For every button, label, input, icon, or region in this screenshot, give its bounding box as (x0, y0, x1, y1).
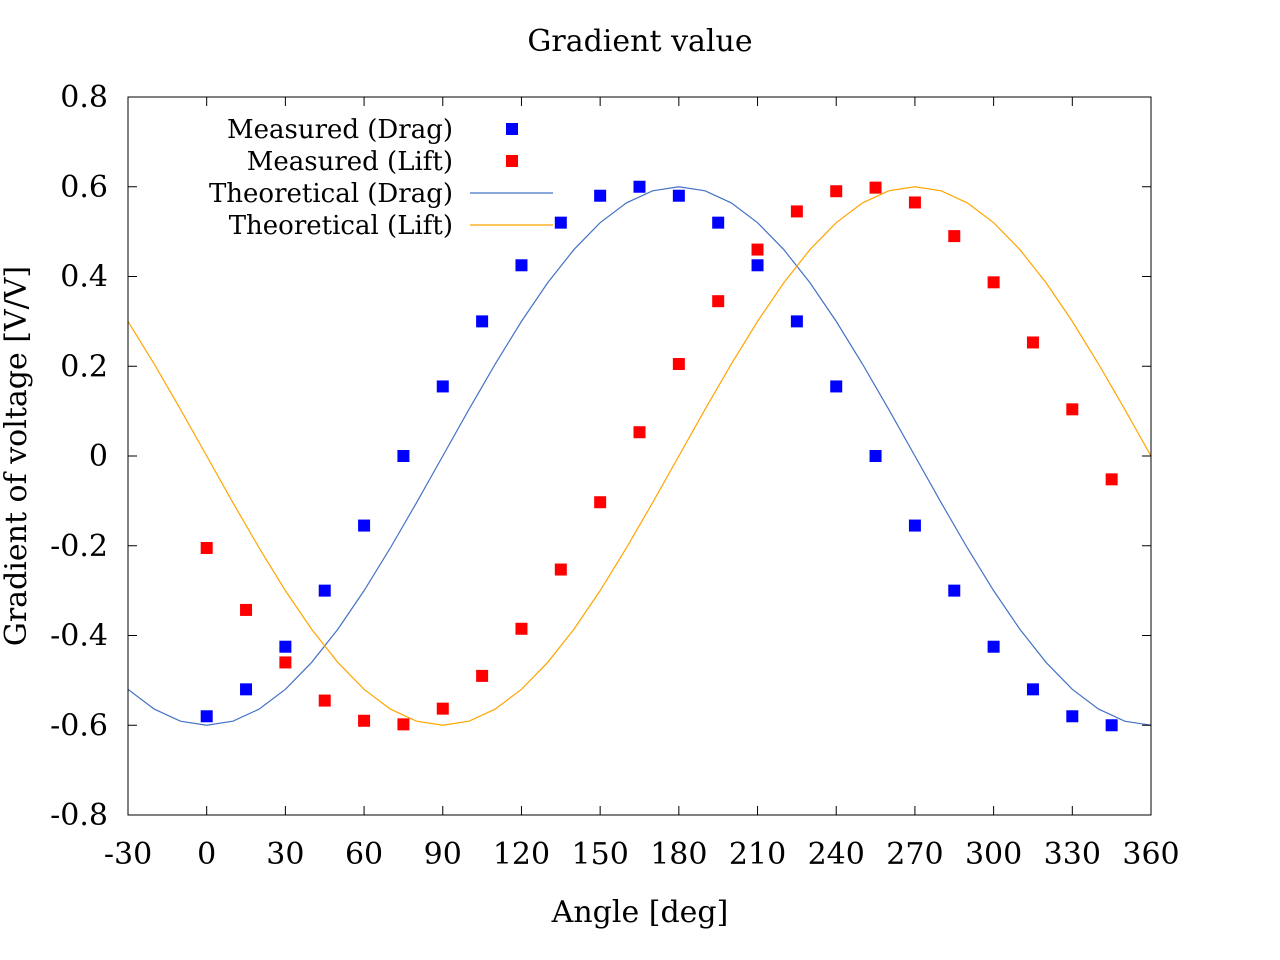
legend-marker-measured-drag (506, 123, 518, 135)
series-line-theoretical-lift (128, 186, 1151, 726)
data-point-measured-lift (318, 694, 331, 707)
ticks-layer: -30 0 30 60 90 120 150 180 210 240 270 300 330 360 0.8… (50, 80, 1179, 872)
data-point-measured-lift (554, 563, 567, 576)
data-point-measured-lift (279, 656, 292, 669)
data-point-measured-lift (397, 718, 410, 731)
data-point-measured-drag (554, 216, 567, 229)
y-tick-label: 0.6 (60, 170, 108, 205)
x-tick-label: 0 (197, 837, 216, 872)
y-tick-label: 0.8 (60, 80, 108, 115)
x-axis-label: Angle [deg] (551, 895, 729, 930)
x-tick-label: 60 (345, 837, 383, 872)
y-tick-label: -0.2 (50, 529, 108, 564)
data-point-measured-lift (1066, 403, 1079, 416)
data-point-measured-lift (869, 181, 882, 194)
y-axis-label: Gradient of voltage [V/V] (0, 266, 34, 646)
y-tick-label: 0.2 (60, 349, 108, 384)
data-point-measured-drag (397, 450, 410, 462)
data-point-measured-lift (358, 714, 371, 727)
data-point-measured-lift (476, 669, 489, 682)
series-line-theoretical-drag (128, 186, 1151, 726)
legend-label-measured-lift: Measured (Lift) (247, 147, 453, 177)
legend: Measured (Drag)Measured (Lift)Theoretica… (209, 115, 553, 241)
x-tick-label: 270 (886, 837, 943, 872)
x-tick-label: 360 (1122, 837, 1179, 872)
data-point-measured-lift (436, 702, 449, 715)
y-tick-label: -0.8 (50, 798, 108, 833)
data-point-measured-lift (594, 496, 607, 509)
data-point-measured-lift (1105, 473, 1118, 486)
series-layer (128, 180, 1151, 732)
chart-title: Gradient value (527, 24, 752, 59)
data-point-measured-drag (830, 380, 843, 393)
x-tick-label: 330 (1044, 837, 1101, 872)
data-point-measured-lift (987, 276, 1000, 289)
data-point-measured-drag (790, 315, 803, 328)
x-tick-label: 240 (808, 837, 865, 872)
data-point-measured-lift (515, 622, 528, 635)
data-point-measured-drag (1026, 683, 1039, 696)
data-point-measured-drag (436, 380, 449, 393)
x-tick-label: 150 (572, 837, 629, 872)
x-tick-label: 300 (965, 837, 1022, 872)
data-point-measured-lift (830, 185, 843, 198)
x-tick-label: 210 (729, 837, 786, 872)
x-tick-label: 120 (493, 837, 550, 872)
data-point-measured-lift (240, 603, 253, 616)
data-point-measured-drag (751, 259, 764, 272)
data-point-measured-lift (1026, 336, 1039, 349)
data-point-measured-lift (633, 426, 646, 439)
data-point-measured-lift (672, 358, 685, 371)
data-point-measured-lift (790, 205, 803, 218)
data-point-measured-drag (1105, 719, 1118, 732)
data-point-measured-drag (318, 584, 331, 597)
data-point-measured-drag (672, 189, 685, 202)
data-point-measured-lift (948, 230, 961, 243)
x-tick-label: 90 (424, 837, 462, 872)
data-point-measured-lift (908, 196, 921, 209)
data-point-measured-lift (200, 541, 213, 554)
data-point-measured-drag (633, 180, 646, 193)
y-tick-label: -0.6 (50, 708, 108, 743)
data-point-measured-lift (751, 243, 764, 256)
data-point-measured-drag (948, 584, 961, 597)
y-tick-label: 0 (89, 439, 108, 474)
x-tick-label: 180 (650, 837, 707, 872)
legend-label-theoretical-lift: Theoretical (Lift) (229, 211, 453, 241)
data-point-measured-drag (908, 519, 921, 532)
data-point-measured-drag (987, 640, 1000, 653)
data-point-measured-drag (594, 189, 607, 202)
x-tick-label: -30 (104, 837, 152, 872)
data-point-measured-drag (240, 683, 253, 696)
data-point-measured-drag (712, 216, 725, 229)
data-point-measured-drag (515, 259, 528, 272)
legend-label-theoretical-drag: Theoretical (Drag) (209, 179, 453, 209)
x-tick-label: 30 (266, 837, 304, 872)
data-point-measured-drag (1066, 710, 1079, 723)
data-point-measured-drag (476, 315, 489, 328)
y-tick-label: -0.4 (50, 619, 108, 654)
legend-marker-measured-lift (506, 155, 518, 167)
data-point-measured-drag (358, 519, 371, 532)
data-point-measured-drag (200, 710, 213, 723)
data-point-measured-drag (279, 640, 292, 653)
y-tick-label: 0.4 (60, 260, 108, 295)
data-point-measured-lift (712, 295, 725, 308)
legend-label-measured-drag: Measured (Drag) (227, 115, 453, 145)
data-point-measured-drag (869, 450, 882, 462)
